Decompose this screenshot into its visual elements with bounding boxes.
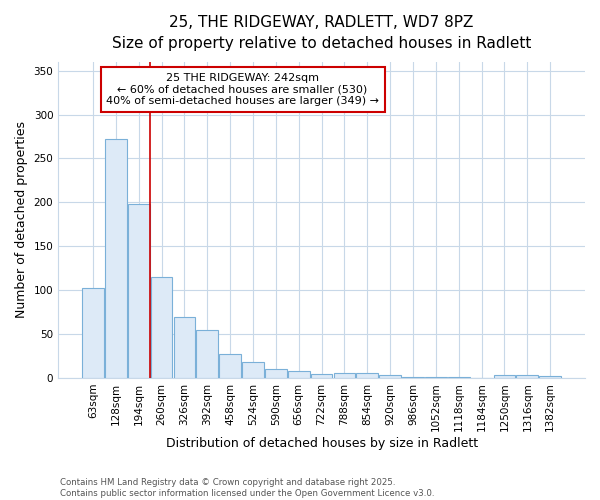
- Bar: [219, 354, 241, 378]
- Bar: [494, 375, 515, 378]
- Bar: [288, 371, 310, 378]
- Bar: [379, 375, 401, 378]
- X-axis label: Distribution of detached houses by size in Radlett: Distribution of detached houses by size …: [166, 437, 478, 450]
- Bar: [311, 374, 332, 378]
- Bar: [539, 376, 561, 378]
- Bar: [356, 374, 378, 378]
- Bar: [448, 377, 470, 378]
- Bar: [151, 277, 172, 378]
- Bar: [425, 377, 447, 378]
- Title: 25, THE RIDGEWAY, RADLETT, WD7 8PZ
Size of property relative to detached houses : 25, THE RIDGEWAY, RADLETT, WD7 8PZ Size …: [112, 15, 531, 51]
- Bar: [196, 330, 218, 378]
- Y-axis label: Number of detached properties: Number of detached properties: [15, 122, 28, 318]
- Bar: [173, 318, 195, 378]
- Bar: [334, 374, 355, 378]
- Text: Contains HM Land Registry data © Crown copyright and database right 2025.
Contai: Contains HM Land Registry data © Crown c…: [60, 478, 434, 498]
- Bar: [242, 362, 264, 378]
- Bar: [265, 369, 287, 378]
- Bar: [82, 288, 104, 378]
- Text: 25 THE RIDGEWAY: 242sqm
← 60% of detached houses are smaller (530)
40% of semi-d: 25 THE RIDGEWAY: 242sqm ← 60% of detache…: [106, 73, 379, 106]
- Bar: [402, 377, 424, 378]
- Bar: [105, 139, 127, 378]
- Bar: [517, 375, 538, 378]
- Bar: [128, 204, 149, 378]
